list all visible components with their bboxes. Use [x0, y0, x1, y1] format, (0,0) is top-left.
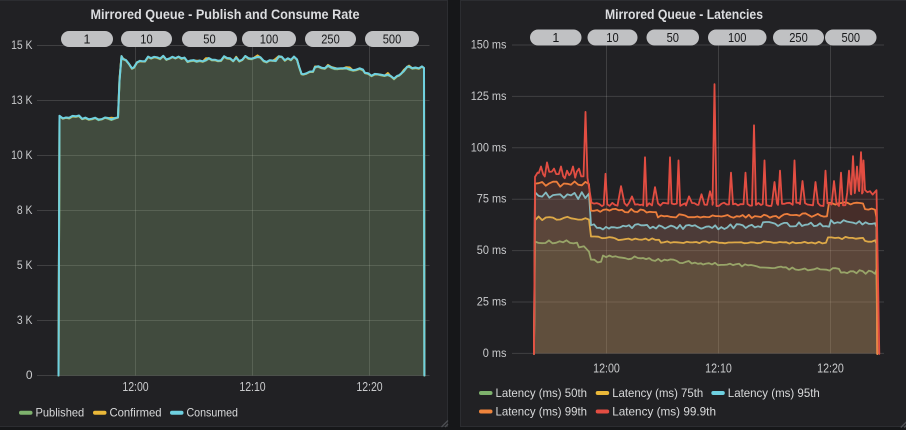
- svg-text:3 K: 3 K: [17, 313, 33, 327]
- svg-text:100: 100: [260, 33, 279, 47]
- svg-text:Latency (ms) 99th: Latency (ms) 99th: [496, 405, 588, 419]
- svg-text:1: 1: [84, 33, 91, 47]
- svg-text:Latency (ms) 99.9th: Latency (ms) 99.9th: [612, 405, 716, 419]
- svg-text:Latency (ms) 50th: Latency (ms) 50th: [496, 386, 588, 400]
- svg-text:75 ms: 75 ms: [477, 192, 507, 206]
- svg-text:12:20: 12:20: [356, 380, 382, 394]
- svg-text:1: 1: [552, 31, 559, 45]
- svg-text:100: 100: [728, 31, 747, 45]
- svg-text:500: 500: [842, 31, 861, 45]
- svg-text:Published: Published: [36, 405, 85, 419]
- svg-text:250: 250: [789, 31, 808, 45]
- svg-text:15 K: 15 K: [11, 38, 32, 52]
- svg-text:0 ms: 0 ms: [483, 346, 507, 360]
- svg-text:12:10: 12:10: [239, 380, 265, 394]
- svg-text:12:10: 12:10: [705, 362, 732, 376]
- svg-text:12:00: 12:00: [122, 380, 148, 394]
- svg-text:8 K: 8 K: [17, 203, 33, 217]
- svg-text:500: 500: [383, 33, 402, 47]
- svg-text:10 K: 10 K: [11, 148, 32, 162]
- svg-text:150 ms: 150 ms: [471, 38, 507, 52]
- svg-text:Confirmed: Confirmed: [110, 405, 162, 419]
- svg-text:250: 250: [321, 33, 340, 47]
- svg-text:50: 50: [667, 31, 679, 45]
- svg-text:13 K: 13 K: [11, 93, 32, 107]
- svg-text:Mirrored Queue - Publish and C: Mirrored Queue - Publish and Consume Rat…: [91, 7, 360, 22]
- svg-text:50 ms: 50 ms: [477, 243, 507, 257]
- svg-text:10: 10: [606, 31, 618, 45]
- svg-text:0: 0: [26, 368, 33, 382]
- svg-text:10: 10: [140, 33, 152, 47]
- svg-text:5 K: 5 K: [17, 258, 33, 272]
- svg-text:100 ms: 100 ms: [471, 140, 507, 154]
- svg-text:Latency (ms) 95th: Latency (ms) 95th: [728, 386, 820, 400]
- svg-text:50: 50: [203, 33, 215, 47]
- svg-text:Consumed: Consumed: [187, 405, 238, 419]
- svg-text:12:00: 12:00: [593, 362, 620, 376]
- svg-text:Mirrored Queue - Latencies: Mirrored Queue - Latencies: [605, 7, 763, 22]
- svg-text:25 ms: 25 ms: [477, 295, 507, 309]
- svg-text:12:20: 12:20: [817, 362, 844, 376]
- svg-text:Latency (ms) 75th: Latency (ms) 75th: [612, 386, 703, 400]
- svg-text:125 ms: 125 ms: [471, 89, 507, 103]
